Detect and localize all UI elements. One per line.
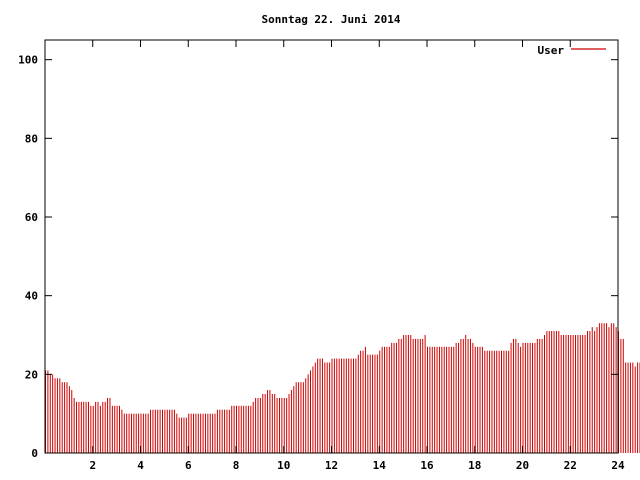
x-tick-label: 12 <box>325 459 338 472</box>
x-axis: 2 4 6 8 10 12 14 16 18 20 22 24 <box>89 40 625 472</box>
x-tick-label: 16 <box>420 459 434 472</box>
y-tick-label: 100 <box>18 54 38 67</box>
x-tick-label: 4 <box>137 459 144 472</box>
y-tick-label: 60 <box>25 211 38 224</box>
x-tick-label: 22 <box>564 459 577 472</box>
x-tick-label: 8 <box>233 459 240 472</box>
y-tick-label: 80 <box>25 132 38 145</box>
x-tick-label: 14 <box>373 459 387 472</box>
y-tick-label: 0 <box>31 447 38 460</box>
x-tick-label: 10 <box>277 459 290 472</box>
chart-title: Sonntag 22. Juni 2014 <box>261 13 400 26</box>
bar-series <box>45 323 640 453</box>
legend-label: User <box>538 44 565 57</box>
x-tick-label: 24 <box>611 459 625 472</box>
y-tick-label: 20 <box>25 368 38 381</box>
legend: User <box>538 44 606 57</box>
x-tick-label: 18 <box>468 459 481 472</box>
x-tick-label: 20 <box>516 459 529 472</box>
x-tick-label: 6 <box>185 459 192 472</box>
y-tick-label: 40 <box>25 290 38 303</box>
x-tick-label: 2 <box>89 459 96 472</box>
y-axis: 0 20 40 60 80 100 <box>18 54 618 460</box>
